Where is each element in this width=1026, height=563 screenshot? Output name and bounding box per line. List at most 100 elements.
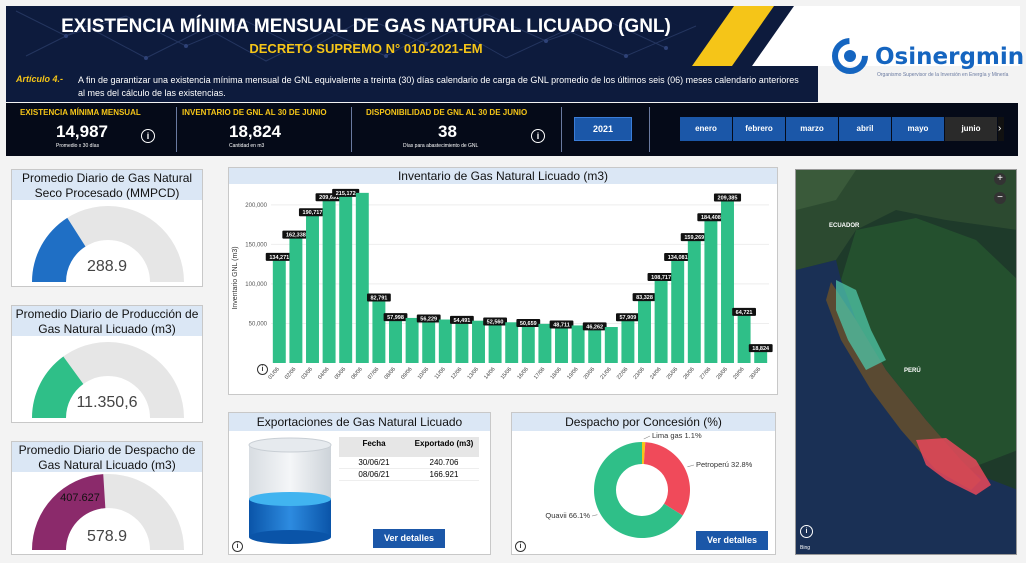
divider: [176, 107, 177, 152]
month-button-enero[interactable]: enero: [680, 117, 732, 141]
bar-10/06[interactable]: [422, 318, 436, 363]
bar-18/06[interactable]: [555, 324, 568, 363]
data-label-bg: [582, 322, 607, 331]
bar-12/06[interactable]: [455, 319, 469, 363]
data-label-bg: [516, 318, 541, 327]
donut-slice-0[interactable]: [642, 442, 646, 465]
column-header-exportado[interactable]: Exportado (m3): [414, 439, 474, 448]
data-label-bg: [647, 273, 675, 282]
gauge-fill: [32, 356, 84, 418]
bar-11/06[interactable]: [438, 319, 452, 363]
kpi-sub: Días para abastecimiento de GNL: [403, 143, 479, 149]
x-tick-label: 13/06: [467, 366, 480, 380]
x-tick-label: 20/06: [583, 366, 596, 380]
chevron-right-icon[interactable]: ›: [998, 117, 1004, 141]
data-label-bg: [748, 344, 773, 353]
bar-24/06[interactable]: [654, 277, 668, 363]
x-tick-label: 16/06: [516, 366, 529, 380]
data-label: 64,721: [736, 310, 753, 316]
map-label-ecuador: ECUADOR: [829, 223, 860, 229]
y-tick-label: 150,000: [245, 242, 267, 248]
x-tick-label: 09/06: [400, 366, 413, 380]
month-button-junio[interactable]: junio: [945, 117, 997, 141]
month-button-marzo[interactable]: marzo: [786, 117, 838, 141]
info-icon[interactable]: i: [141, 129, 155, 143]
y-axis-label: Inventario GNL (m3): [232, 246, 239, 309]
bar-27/06[interactable]: [704, 217, 718, 363]
data-label-bg: [616, 313, 640, 322]
year-filter-button[interactable]: 2021: [574, 117, 632, 141]
kpi-band: EXISTENCIA MÍNIMA MENSUAL 14,987 Promedi…: [6, 103, 1018, 156]
bar-23/06[interactable]: [638, 297, 651, 363]
donut-slice-1[interactable]: [643, 442, 690, 516]
bar-16/06[interactable]: [521, 322, 535, 363]
data-label: 18,824: [752, 346, 770, 352]
bar-14/06[interactable]: [488, 321, 502, 363]
data-label-bg: [332, 188, 360, 197]
data-label: 57,998: [387, 315, 404, 321]
bar-04/06[interactable]: [322, 197, 336, 363]
donut-label: Lima gas 1.1%: [652, 432, 702, 440]
bar-20/06[interactable]: [588, 326, 602, 363]
exports-details-button[interactable]: Ver detalles: [373, 529, 445, 548]
bar-03/06[interactable]: [306, 212, 319, 363]
bar-02/06[interactable]: [289, 234, 303, 363]
gauge-value: 578.9: [86, 528, 128, 545]
bar-05/06[interactable]: [339, 192, 353, 363]
inventory-chart-card: Inventario de Gas Natural Licuado (m3) 5…: [228, 167, 778, 395]
osinergmin-logo-icon: [832, 38, 868, 74]
info-icon[interactable]: i: [800, 525, 813, 538]
divider: [351, 107, 352, 152]
bar-17/06[interactable]: [538, 323, 552, 363]
gauge-card-production: Promedio Diario de Producción de Gas Nat…: [11, 305, 203, 423]
info-icon[interactable]: i: [531, 129, 545, 143]
bar-29/06[interactable]: [737, 311, 751, 363]
bar-06/06[interactable]: [355, 192, 369, 363]
gauge-title: Promedio Diario de Producción de Gas Nat…: [12, 306, 202, 336]
data-label: 52,560: [487, 319, 504, 325]
zoom-out-button[interactable]: −: [994, 192, 1006, 204]
bar-22/06[interactable]: [621, 317, 635, 363]
column-header-fecha[interactable]: Fecha: [362, 439, 386, 448]
region-highlight-north: [836, 280, 886, 370]
x-tick-label: 04/06: [317, 366, 330, 380]
peru-map[interactable]: ECUADOR PERÚ + − i Bing: [795, 169, 1017, 555]
bar-15/06[interactable]: [505, 322, 519, 363]
bar-07/06[interactable]: [372, 297, 386, 363]
month-button-febrero[interactable]: febrero: [733, 117, 785, 141]
dispatch-donut-chart: Lima gas 1.1% Petroperú 32.8% Quavii 66.1%: [545, 432, 753, 538]
article-text: A fin de garantizar una existencia mínim…: [78, 75, 799, 98]
x-tick-label: 29/06: [732, 366, 745, 380]
x-tick-label: 12/06: [450, 366, 463, 380]
bar-21/06[interactable]: [604, 327, 618, 363]
bar-28/06[interactable]: [721, 197, 734, 363]
bar-01/06[interactable]: [272, 256, 286, 363]
cylinder-value: 407.627: [60, 492, 100, 504]
data-label: 190,717: [303, 210, 323, 216]
month-slicer: enero febrero marzo abril mayo junio ›: [680, 117, 1004, 141]
zoom-in-button[interactable]: +: [994, 173, 1006, 185]
info-icon[interactable]: i: [257, 364, 268, 375]
gauge-value: 11.350,6: [76, 394, 138, 411]
data-label-bg: [383, 313, 408, 322]
data-label-bg: [298, 208, 327, 217]
info-icon[interactable]: i: [232, 541, 243, 552]
kpi-sub: Promedio x 30 días: [56, 143, 100, 149]
bar-19/06[interactable]: [571, 325, 585, 363]
month-button-abril[interactable]: abril: [839, 117, 891, 141]
donut-slice-2[interactable]: [594, 442, 683, 538]
x-tick-label: 24/06: [649, 366, 662, 380]
bar-25/06[interactable]: [671, 256, 685, 363]
network-pattern-icon: [15, 10, 697, 62]
bar-08/06[interactable]: [389, 317, 402, 363]
bar-26/06[interactable]: [687, 237, 701, 363]
bar-13/06[interactable]: [472, 320, 485, 363]
gauge-dispatch: [32, 474, 184, 550]
dispatch-details-button[interactable]: Ver detalles: [696, 531, 768, 550]
kpi-sub: Cantidad en m3: [229, 143, 265, 149]
leader-line: [591, 514, 598, 517]
info-icon[interactable]: i: [515, 541, 526, 552]
month-button-mayo[interactable]: mayo: [892, 117, 944, 141]
bar-09/06[interactable]: [405, 317, 419, 363]
data-label-bg: [282, 230, 310, 239]
